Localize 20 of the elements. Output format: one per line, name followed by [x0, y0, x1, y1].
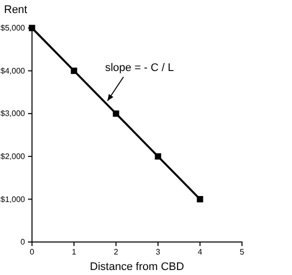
x-axis-title: Distance from CBD [90, 261, 184, 273]
point [112, 110, 120, 117]
annotation: slope = - C / L [105, 62, 174, 74]
x-tick-label: 4 [198, 248, 203, 257]
y-axis-title: Rent [4, 4, 28, 16]
x-tick-label: 1 [72, 248, 77, 257]
x-tick-label: 0 [30, 248, 35, 257]
point [154, 153, 162, 160]
y-tick-label: $5,000 [0, 24, 26, 33]
point [70, 68, 78, 74]
y-tick-label: $3,000 [0, 109, 26, 118]
point [28, 24, 36, 32]
x-tick-label: 5 [240, 248, 245, 257]
y-tick-label: $1,000 [0, 194, 26, 204]
x-tick-label: 3 [156, 248, 161, 257]
y-tick-label: $2,000 [0, 152, 26, 161]
y-tick-label: $4,000 [0, 66, 26, 76]
point [196, 196, 204, 202]
y-tick-label: 0 [20, 238, 26, 247]
x-tick-label: 2 [114, 248, 119, 257]
